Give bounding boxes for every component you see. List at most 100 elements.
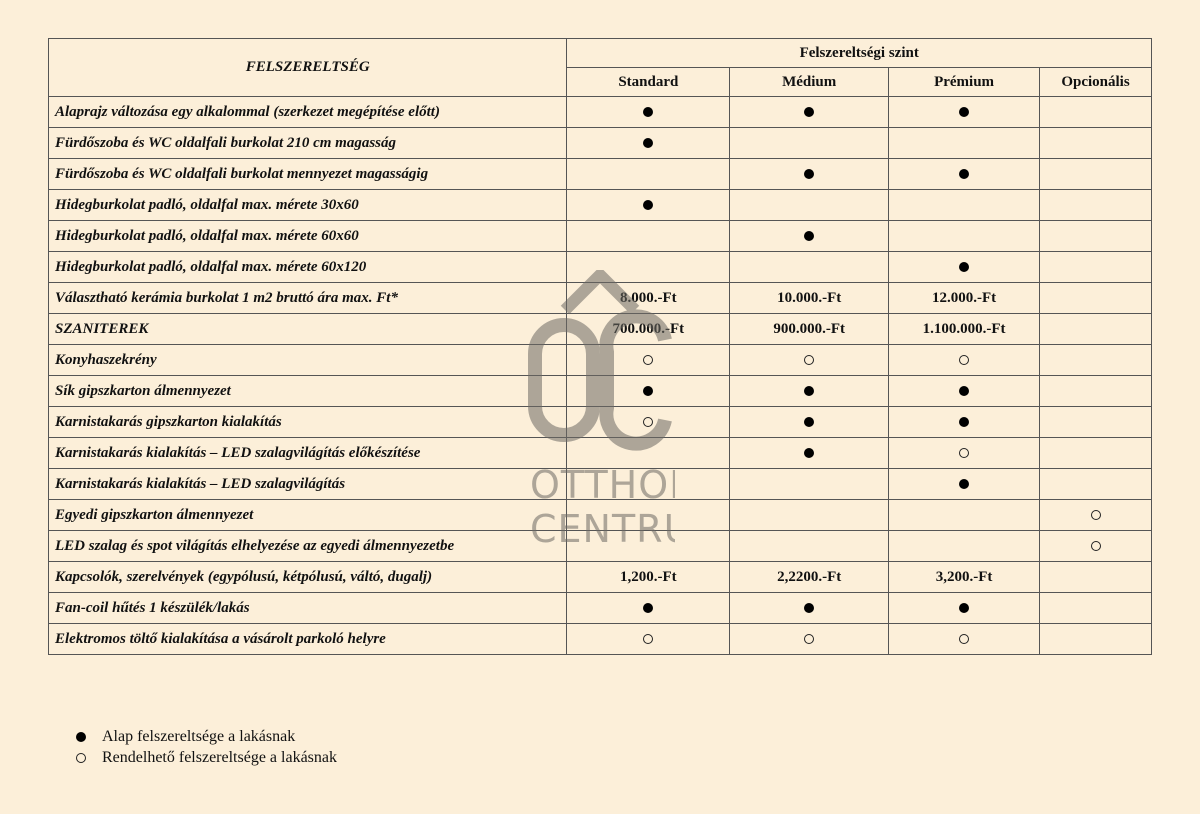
cell-prémium	[888, 468, 1041, 500]
cell-opcionális	[1039, 375, 1152, 407]
open-circle-icon	[76, 753, 86, 763]
open-circle-icon	[959, 634, 970, 645]
filled-circle-icon	[959, 603, 970, 614]
cell-opcionális	[1039, 282, 1152, 314]
row-label: Hidegburkolat padló, oldalfal max. méret…	[47, 220, 568, 252]
table-row: Fürdőszoba és WC oldalfali burkolat 210 …	[47, 127, 1152, 159]
cell-standard: 8.000.-Ft	[566, 282, 731, 314]
cell-opcionális	[1039, 251, 1152, 283]
header-optional: Opcionális	[1039, 67, 1152, 97]
cell-médium	[729, 623, 890, 655]
filled-circle-icon	[959, 386, 970, 397]
cell-opcionális	[1039, 96, 1152, 128]
cell-standard	[566, 344, 731, 376]
filled-circle-icon	[959, 479, 970, 490]
filled-circle-icon	[804, 448, 815, 459]
cell-prémium	[888, 189, 1041, 221]
cell-médium: 2,2200.-Ft	[729, 561, 890, 593]
table-row: Fan-coil hűtés 1 készülék/lakás	[47, 592, 1152, 624]
cell-prémium	[888, 220, 1041, 252]
cell-opcionális	[1039, 189, 1152, 221]
filled-circle-icon	[804, 169, 815, 180]
cell-standard: 1,200.-Ft	[566, 561, 731, 593]
cell-prémium	[888, 158, 1041, 190]
cell-médium	[729, 592, 890, 624]
cell-standard	[566, 158, 731, 190]
table-row: Hidegburkolat padló, oldalfal max. méret…	[47, 220, 1152, 252]
filled-circle-icon	[959, 107, 970, 118]
cell-standard	[566, 623, 731, 655]
cell-prémium	[888, 623, 1041, 655]
row-label: Karnistakarás kialakítás – LED szalagvil…	[47, 468, 568, 500]
cell-standard	[566, 592, 731, 624]
cell-opcionális	[1039, 158, 1152, 190]
cell-standard	[566, 127, 731, 159]
filled-circle-icon	[643, 138, 654, 149]
open-circle-icon	[804, 355, 815, 366]
row-label: SZANITEREK	[47, 313, 568, 345]
cell-standard	[566, 220, 731, 252]
cell-opcionális	[1039, 468, 1152, 500]
cell-prémium	[888, 251, 1041, 283]
row-label: Hidegburkolat padló, oldalfal max. méret…	[47, 189, 568, 221]
cell-standard: 700.000.-Ft	[566, 313, 731, 345]
cell-prémium: 12.000.-Ft	[888, 282, 1041, 314]
cell-opcionális	[1039, 220, 1152, 252]
table-row: Hidegburkolat padló, oldalfal max. méret…	[47, 189, 1152, 221]
table-row: Alaprajz változása egy alkalommal (szerk…	[47, 96, 1152, 128]
cell-médium	[729, 344, 890, 376]
cell-standard	[566, 96, 731, 128]
cell-prémium	[888, 530, 1041, 562]
cell-médium: 10.000.-Ft	[729, 282, 890, 314]
cell-médium	[729, 127, 890, 159]
header-medium: Médium	[729, 67, 890, 97]
open-circle-icon	[643, 634, 654, 645]
cell-opcionális	[1039, 127, 1152, 159]
table-row: Elektromos töltő kialakítása a vásárolt …	[47, 623, 1152, 655]
legend-item-orderable: Rendelhető felszereltsége a lakásnak	[76, 749, 337, 767]
cell-prémium	[888, 406, 1041, 438]
header-equipment: FELSZERELTSÉG	[47, 38, 568, 97]
cell-standard	[566, 468, 731, 500]
row-label: Egyedi gipszkarton álmennyezet	[47, 499, 568, 531]
table-row: Kapcsolók, szerelvények (egypólusú, kétp…	[47, 561, 1152, 593]
filled-circle-icon	[643, 386, 654, 397]
cell-prémium	[888, 592, 1041, 624]
cell-médium	[729, 468, 890, 500]
row-label: Kapcsolók, szerelvények (egypólusú, kétp…	[47, 561, 568, 593]
cell-standard	[566, 499, 731, 531]
table-row: SZANITEREK 700.000.-Ft 900.000.-Ft 1.100.00…	[47, 313, 1152, 345]
table-row: Választható kerámia burkolat 1 m2 bruttó…	[47, 282, 1152, 314]
table-row: LED szalag és spot világítás elhelyezése…	[47, 530, 1152, 562]
header-level-group: Felszereltségi szint	[566, 38, 1152, 68]
table-row: Konyhaszekrény	[47, 344, 1152, 376]
row-label: Választható kerámia burkolat 1 m2 bruttó…	[47, 282, 568, 314]
filled-circle-icon	[959, 262, 970, 273]
filled-circle-icon	[643, 200, 654, 211]
cell-prémium	[888, 127, 1041, 159]
header-standard: Standard	[566, 67, 731, 97]
row-label: Hidegburkolat padló, oldalfal max. méret…	[47, 251, 568, 283]
cell-opcionális	[1039, 623, 1152, 655]
table-row: Karnistakarás kialakítás – LED szalagvil…	[47, 437, 1152, 469]
filled-circle-icon	[804, 386, 815, 397]
open-circle-icon	[643, 355, 654, 366]
filled-circle-icon	[804, 417, 815, 428]
equipment-table: FELSZERELTSÉG Felszereltségi szint Stand…	[47, 38, 1152, 655]
cell-médium	[729, 499, 890, 531]
row-label: Fürdőszoba és WC oldalfali burkolat 210 …	[47, 127, 568, 159]
filled-circle-icon	[643, 107, 654, 118]
cell-prémium: 1.100.000.-Ft	[888, 313, 1041, 345]
cell-prémium	[888, 437, 1041, 469]
cell-standard	[566, 375, 731, 407]
open-circle-icon	[959, 355, 970, 366]
open-circle-icon	[804, 634, 815, 645]
cell-prémium	[888, 499, 1041, 531]
row-label: Fan-coil hűtés 1 készülék/lakás	[47, 592, 568, 624]
cell-opcionális	[1039, 313, 1152, 345]
cell-opcionális	[1039, 406, 1152, 438]
legend-item-basic: Alap felszereltsége a lakásnak	[76, 728, 295, 746]
filled-circle-icon	[959, 169, 970, 180]
cell-prémium	[888, 96, 1041, 128]
row-label: Konyhaszekrény	[47, 344, 568, 376]
